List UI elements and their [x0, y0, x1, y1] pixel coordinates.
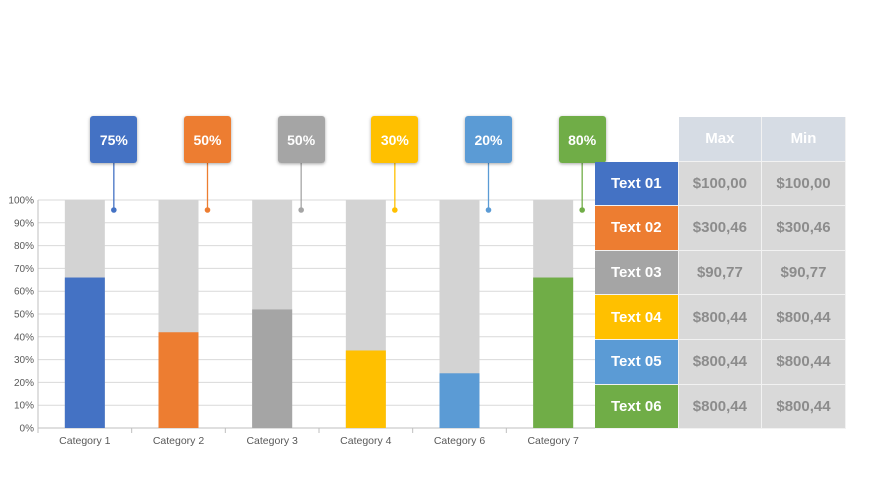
table-body: Text 01 $100,00 $100,00 Text 02 $300,46 $300,…	[595, 161, 846, 430]
table-row: Text 05 $800,44 $800,44	[595, 339, 846, 385]
table-row: Text 01 $100,00 $100,00	[595, 161, 846, 207]
row-label: Text 04	[595, 295, 679, 340]
category-label: Category 6	[434, 435, 486, 447]
callout-dot	[392, 207, 398, 213]
table-header-row: Max Min	[595, 117, 846, 162]
min-value: $90,77	[762, 250, 846, 296]
row-label: Text 02	[595, 206, 679, 251]
value-bar	[158, 332, 199, 428]
percent-badge: 50%	[184, 116, 231, 163]
max-value: $300,46	[678, 206, 763, 251]
category-label: Category 1	[59, 435, 111, 447]
category-label: Category 3	[246, 435, 298, 447]
callout-dot	[298, 207, 304, 213]
y-tick-label: 20%	[14, 378, 34, 389]
table-row: Text 03 $90,77 $90,77	[595, 250, 846, 296]
max-value: $90,77	[678, 250, 763, 296]
table-row: Text 04 $800,44 $800,44	[595, 295, 846, 340]
category-label: Category 7	[527, 435, 579, 447]
min-value: $800,44	[762, 339, 846, 385]
category-label: Category 2	[153, 435, 205, 447]
value-bar	[345, 350, 386, 428]
percent-badge: 30%	[371, 116, 419, 163]
callout-dot	[111, 207, 117, 213]
min-value: $800,44	[762, 295, 846, 340]
min-value: $300,46	[762, 206, 846, 251]
row-label: Text 01	[595, 161, 679, 207]
callout-dot	[485, 207, 492, 213]
y-tick-label: 80%	[14, 241, 34, 252]
category-label: Category 4	[340, 435, 392, 447]
max-value: $800,44	[678, 339, 763, 385]
row-label: Text 03	[595, 250, 679, 296]
percent-badge: 75%	[90, 116, 138, 163]
table-row: Text 02 $300,46 $300,46	[595, 206, 846, 251]
y-tick-label: 40%	[14, 332, 34, 343]
value-bar	[439, 373, 480, 428]
y-tick-label: 10%	[14, 401, 34, 412]
value-bar	[252, 309, 293, 428]
callout-dot	[579, 207, 585, 213]
percent-badge: 50%	[277, 116, 325, 163]
y-tick-label: 70%	[14, 264, 34, 275]
max-value: $800,44	[678, 295, 763, 340]
min-value: $800,44	[762, 384, 846, 430]
y-tick-label: 0%	[20, 424, 35, 435]
header-max: Max	[678, 117, 763, 162]
percent-badge: 80%	[558, 116, 606, 163]
value-bar	[533, 277, 574, 428]
max-value: $100,00	[678, 161, 763, 207]
y-tick-label: 50%	[14, 310, 34, 321]
table-corner	[595, 117, 679, 162]
table-row: Text 06 $800,44 $800,44	[595, 384, 846, 430]
row-label: Text 05	[595, 339, 679, 385]
row-label: Text 06	[595, 384, 679, 430]
y-tick-label: 90%	[14, 218, 34, 229]
y-tick-label: 60%	[14, 287, 34, 298]
summary-table: Max Min Text 01 $100,00 $100,00 Text 02 $300…	[595, 117, 846, 430]
y-tick-label: 100%	[8, 196, 34, 207]
value-bar	[64, 277, 105, 428]
callout-dot	[204, 207, 211, 213]
header-min: Min	[762, 117, 846, 162]
y-tick-label: 30%	[14, 355, 34, 366]
max-value: $800,44	[678, 384, 763, 430]
min-value: $100,00	[762, 161, 846, 207]
percent-badge: 20%	[465, 116, 512, 163]
